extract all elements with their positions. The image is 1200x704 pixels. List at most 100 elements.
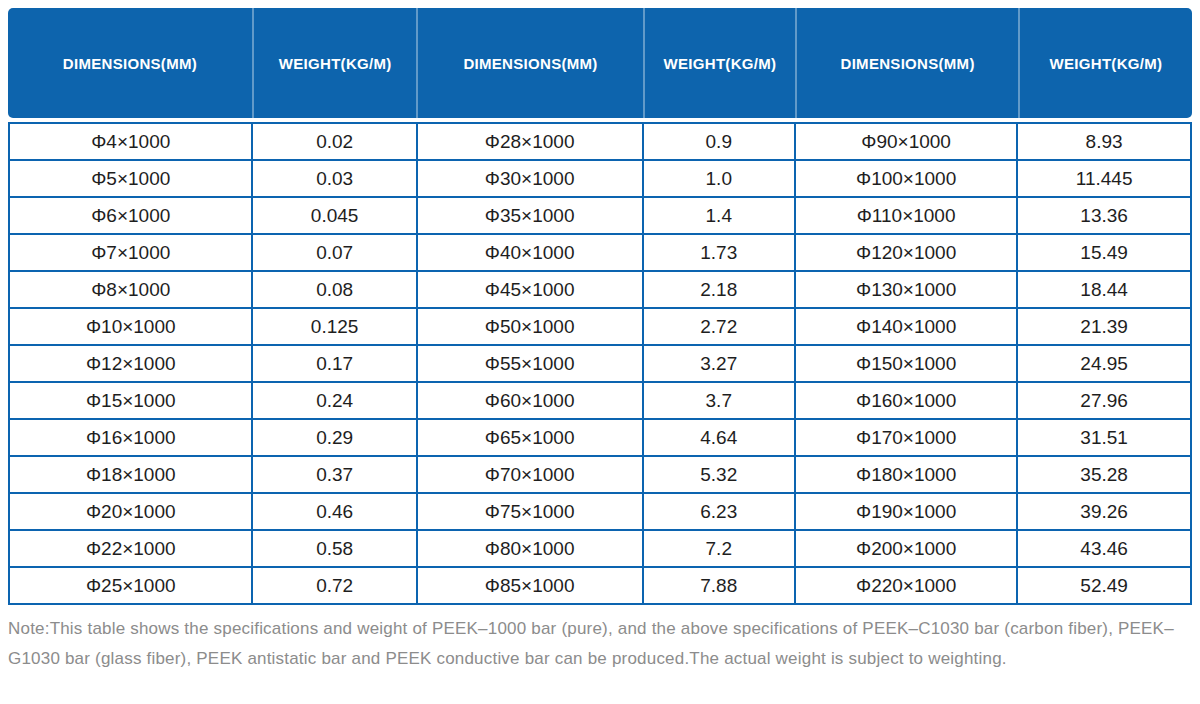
table-row: Φ5×10000.03Φ30×10001.0Φ100×100011.445 bbox=[9, 160, 1191, 197]
column-header-2: DIMENSIONS(MM) bbox=[416, 8, 642, 118]
weight-cell: 7.2 bbox=[643, 530, 795, 567]
weight-cell: 5.32 bbox=[643, 456, 795, 493]
dimension-cell: Φ75×1000 bbox=[417, 493, 643, 530]
dimension-cell: Φ140×1000 bbox=[795, 308, 1017, 345]
weight-cell: 1.4 bbox=[643, 197, 795, 234]
weight-cell: 0.045 bbox=[252, 197, 416, 234]
dimension-cell: Φ16×1000 bbox=[9, 419, 252, 456]
dimension-cell: Φ200×1000 bbox=[795, 530, 1017, 567]
dimension-cell: Φ85×1000 bbox=[417, 567, 643, 604]
weight-cell: 11.445 bbox=[1017, 160, 1191, 197]
dimension-cell: Φ35×1000 bbox=[417, 197, 643, 234]
weight-cell: 0.125 bbox=[252, 308, 416, 345]
weight-cell: 2.72 bbox=[643, 308, 795, 345]
dimension-cell: Φ220×1000 bbox=[795, 567, 1017, 604]
weight-cell: 3.27 bbox=[643, 345, 795, 382]
dimension-cell: Φ100×1000 bbox=[795, 160, 1017, 197]
dimension-cell: Φ7×1000 bbox=[9, 234, 252, 271]
weight-cell: 7.88 bbox=[643, 567, 795, 604]
dimension-cell: Φ120×1000 bbox=[795, 234, 1017, 271]
weight-cell: 27.96 bbox=[1017, 382, 1191, 419]
column-header-1: WEIGHT(KG/M) bbox=[252, 8, 417, 118]
weight-cell: 0.9 bbox=[643, 123, 795, 160]
weight-cell: 0.07 bbox=[252, 234, 416, 271]
spec-table-body: Φ4×10000.02Φ28×10000.9Φ90×10008.93Φ5×100… bbox=[9, 123, 1191, 604]
dimension-cell: Φ4×1000 bbox=[9, 123, 252, 160]
dimension-cell: Φ30×1000 bbox=[417, 160, 643, 197]
dimension-cell: Φ20×1000 bbox=[9, 493, 252, 530]
table-row: Φ12×10000.17Φ55×10003.27Φ150×100024.95 bbox=[9, 345, 1191, 382]
table-row: Φ25×10000.72Φ85×10007.88Φ220×100052.49 bbox=[9, 567, 1191, 604]
weight-cell: 21.39 bbox=[1017, 308, 1191, 345]
column-header-3: WEIGHT(KG/M) bbox=[643, 8, 796, 118]
weight-cell: 0.24 bbox=[252, 382, 416, 419]
table-row: Φ8×10000.08Φ45×10002.18Φ130×100018.44 bbox=[9, 271, 1191, 308]
table-row: Φ18×10000.37Φ70×10005.32Φ180×100035.28 bbox=[9, 456, 1191, 493]
table-row: Φ20×10000.46Φ75×10006.23Φ190×100039.26 bbox=[9, 493, 1191, 530]
weight-cell: 0.17 bbox=[252, 345, 416, 382]
weight-cell: 4.64 bbox=[643, 419, 795, 456]
dimension-cell: Φ55×1000 bbox=[417, 345, 643, 382]
dimension-cell: Φ60×1000 bbox=[417, 382, 643, 419]
weight-cell: 2.18 bbox=[643, 271, 795, 308]
weight-cell: 0.72 bbox=[252, 567, 416, 604]
weight-cell: 0.08 bbox=[252, 271, 416, 308]
weight-cell: 31.51 bbox=[1017, 419, 1191, 456]
dimension-cell: Φ45×1000 bbox=[417, 271, 643, 308]
dimension-cell: Φ40×1000 bbox=[417, 234, 643, 271]
column-header-4: DIMENSIONS(MM) bbox=[795, 8, 1018, 118]
column-header-5: WEIGHT(KG/M) bbox=[1018, 8, 1192, 118]
weight-cell: 15.49 bbox=[1017, 234, 1191, 271]
table-row: Φ10×10000.125Φ50×10002.72Φ140×100021.39 bbox=[9, 308, 1191, 345]
weight-cell: 1.0 bbox=[643, 160, 795, 197]
header-row: DIMENSIONS(MM)WEIGHT(KG/M)DIMENSIONS(MM)… bbox=[8, 8, 1192, 118]
dimension-cell: Φ160×1000 bbox=[795, 382, 1017, 419]
dimension-cell: Φ28×1000 bbox=[417, 123, 643, 160]
table-row: Φ7×10000.07Φ40×10001.73Φ120×100015.49 bbox=[9, 234, 1191, 271]
table-row: Φ22×10000.58Φ80×10007.2Φ200×100043.46 bbox=[9, 530, 1191, 567]
dimension-cell: Φ8×1000 bbox=[9, 271, 252, 308]
dimension-cell: Φ110×1000 bbox=[795, 197, 1017, 234]
weight-cell: 3.7 bbox=[643, 382, 795, 419]
dimension-cell: Φ170×1000 bbox=[795, 419, 1017, 456]
weight-cell: 24.95 bbox=[1017, 345, 1191, 382]
table-row: Φ6×10000.045Φ35×10001.4Φ110×100013.36 bbox=[9, 197, 1191, 234]
dimension-cell: Φ65×1000 bbox=[417, 419, 643, 456]
weight-cell: 0.29 bbox=[252, 419, 416, 456]
weight-cell: 0.37 bbox=[252, 456, 416, 493]
weight-cell: 6.23 bbox=[643, 493, 795, 530]
weight-cell: 0.02 bbox=[252, 123, 416, 160]
spec-table: Φ4×10000.02Φ28×10000.9Φ90×10008.93Φ5×100… bbox=[8, 122, 1192, 605]
dimension-cell: Φ15×1000 bbox=[9, 382, 252, 419]
dimension-cell: Φ25×1000 bbox=[9, 567, 252, 604]
column-header-0: DIMENSIONS(MM) bbox=[8, 8, 252, 118]
dimension-cell: Φ80×1000 bbox=[417, 530, 643, 567]
dimension-cell: Φ130×1000 bbox=[795, 271, 1017, 308]
weight-cell: 1.73 bbox=[643, 234, 795, 271]
weight-cell: 52.49 bbox=[1017, 567, 1191, 604]
weight-cell: 43.46 bbox=[1017, 530, 1191, 567]
weight-cell: 0.46 bbox=[252, 493, 416, 530]
dimension-cell: Φ12×1000 bbox=[9, 345, 252, 382]
dimension-cell: Φ6×1000 bbox=[9, 197, 252, 234]
weight-cell: 13.36 bbox=[1017, 197, 1191, 234]
dimension-cell: Φ5×1000 bbox=[9, 160, 252, 197]
table-row: Φ4×10000.02Φ28×10000.9Φ90×10008.93 bbox=[9, 123, 1191, 160]
dimension-cell: Φ50×1000 bbox=[417, 308, 643, 345]
dimension-cell: Φ22×1000 bbox=[9, 530, 252, 567]
dimension-cell: Φ10×1000 bbox=[9, 308, 252, 345]
spec-table-header: DIMENSIONS(MM)WEIGHT(KG/M)DIMENSIONS(MM)… bbox=[8, 8, 1192, 118]
dimension-cell: Φ70×1000 bbox=[417, 456, 643, 493]
table-row: Φ16×10000.29Φ65×10004.64Φ170×100031.51 bbox=[9, 419, 1191, 456]
weight-cell: 18.44 bbox=[1017, 271, 1191, 308]
table-row: Φ15×10000.24Φ60×10003.7Φ160×100027.96 bbox=[9, 382, 1191, 419]
dimension-cell: Φ150×1000 bbox=[795, 345, 1017, 382]
dimension-cell: Φ18×1000 bbox=[9, 456, 252, 493]
weight-cell: 35.28 bbox=[1017, 456, 1191, 493]
dimension-cell: Φ190×1000 bbox=[795, 493, 1017, 530]
dimension-cell: Φ180×1000 bbox=[795, 456, 1017, 493]
weight-cell: 8.93 bbox=[1017, 123, 1191, 160]
table-note: Note:This table shows the specifications… bbox=[8, 614, 1192, 674]
weight-cell: 0.03 bbox=[252, 160, 416, 197]
dimension-cell: Φ90×1000 bbox=[795, 123, 1017, 160]
